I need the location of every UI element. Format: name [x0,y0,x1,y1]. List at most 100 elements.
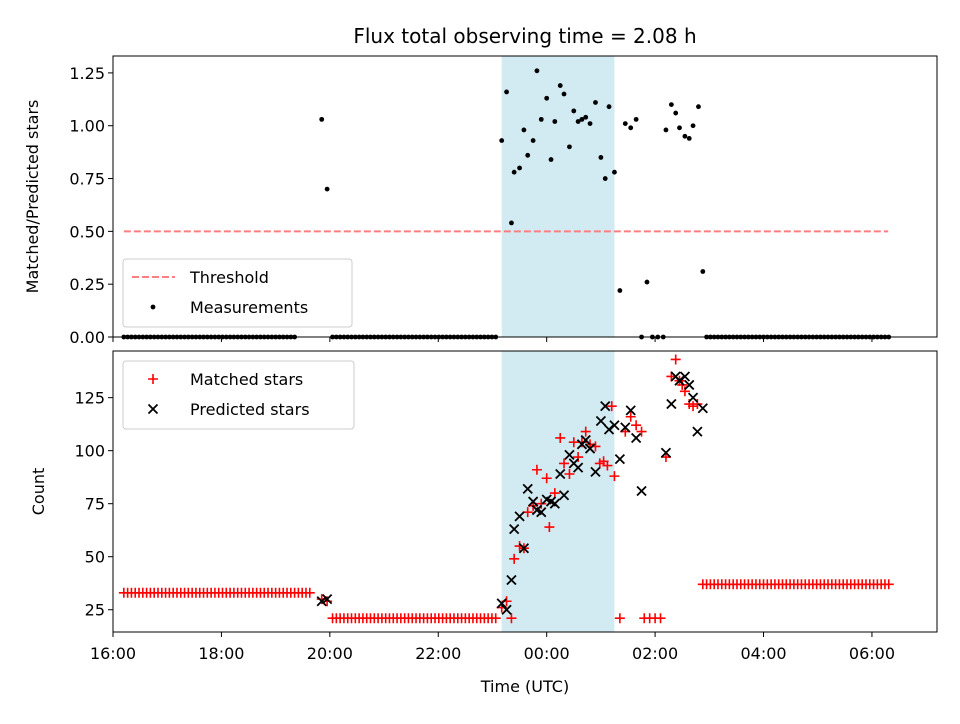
predicted-star-point [518,543,530,554]
matched-star-point [531,464,542,475]
matched-star-point [614,613,625,624]
x-axis-label: Time (UTC) [480,677,569,696]
predicted-star-point [595,415,607,427]
matched-star-point [549,488,560,499]
measurement-point [598,155,604,160]
predicted-star-point [321,593,333,605]
predicted-star-point [697,403,708,414]
measurement-point [509,220,514,226]
top-panel: 0.00 0.25 0.50 0.75 1.00 1.25 Matched/Predicte… [23,24,938,347]
shaded-observing-interval [501,56,615,337]
y-tick-label: 100 [74,442,105,461]
y-tick-label: 0.25 [69,275,105,294]
predicted-star-point [536,507,547,518]
y-tick-label: 75 [85,495,105,514]
predicted-star-point [509,524,520,535]
predicted-star-point [609,420,620,431]
measurement-point [583,114,589,120]
matched-star-point [609,471,620,482]
matched-star-point [573,452,584,463]
y-tick-label: 0.75 [69,170,105,189]
measurement-point [602,176,608,181]
matched-star-point [322,596,333,607]
x-tick-label: 00:00 [524,644,570,663]
predicted-star-point [660,447,672,458]
predicted-star-point [600,401,611,412]
measurement-point [696,104,701,110]
measurement-point [319,116,325,122]
measurement-point [612,169,617,175]
measurement-point [587,121,593,127]
chart-title: Flux total observing time = 2.08 h [353,24,696,48]
legend-matched-swatch [148,374,158,384]
predicted-star-point [580,434,591,446]
measurement-point [324,186,330,192]
matched-star-point [304,587,315,598]
matched-star-point [564,469,575,480]
x-tick-label: 04:00 [740,644,786,663]
predicted-star-point [666,398,677,410]
predicted-star-point [558,490,570,501]
y-axis-label: Count [29,468,48,516]
predicted-star-point [555,468,566,480]
measurement-point [617,288,623,293]
predicted-star-point [514,511,525,522]
predicted-star-point [636,485,647,497]
measurement-point [633,116,639,122]
measurement-point [504,89,509,95]
x-tick-label: 16:00 [90,644,136,663]
measurement-point [511,169,517,175]
measurement-point [606,104,612,110]
measurement-point [622,121,628,127]
y-tick-label: 0.50 [69,222,105,241]
matched-star-point [536,498,547,509]
y-axis-label: Matched/Predicted stars [23,100,42,294]
matched-star-point [541,473,552,484]
y-tick-label: 125 [74,389,105,408]
legend-measurements-label: Measurements [190,298,308,317]
legend-predicted-label: Predicted stars [190,400,310,419]
matched-star-point [555,432,566,443]
legend-threshold-label: Threshold [189,268,269,287]
predicted-star-point [614,454,626,465]
y-tick-label: 25 [85,601,105,620]
matched-star-point [602,460,613,471]
predicted-star-point [684,379,695,391]
predicted-star-point [584,443,596,454]
y-tick-label: 50 [85,548,105,567]
matched-star-point [692,399,703,410]
y-tick-label: 0.00 [69,328,105,347]
measurement-point [544,95,550,101]
matched-star-point [636,426,647,437]
predicted-star-point [527,496,539,507]
measurement-point [534,68,540,74]
predicted-star-point [620,422,631,433]
predicted-star-point [687,392,699,403]
matched-star-point [580,426,591,437]
bottom-panel: 25 50 75 100 125 16:00 18:00 20:00 22:00 00:00 02:… [29,350,938,696]
predicted-star-point [506,574,517,586]
measurement-point [538,116,544,122]
predicted-star-point [630,432,642,444]
measurement-point [579,116,585,122]
matched-star-point [509,553,520,564]
measurement-point [644,279,650,285]
predicted-star-point [679,371,691,382]
matched-star-point [677,379,688,390]
predicted-star-point [572,462,584,473]
measurement-point [677,125,682,131]
predicted-star-point [549,498,560,509]
measurement-point [628,125,634,131]
matched-star-point [679,386,690,397]
predicted-star-point [496,598,507,609]
x-tick-label: 18:00 [198,644,244,663]
x-tick-label: 02:00 [632,644,678,663]
measurement-point [517,165,522,171]
measurement-point [682,133,688,139]
predicted-star-point [692,426,703,437]
measurement-point [530,138,536,143]
legend-predicted-swatch [147,403,159,415]
predicted-star-point [522,483,533,494]
